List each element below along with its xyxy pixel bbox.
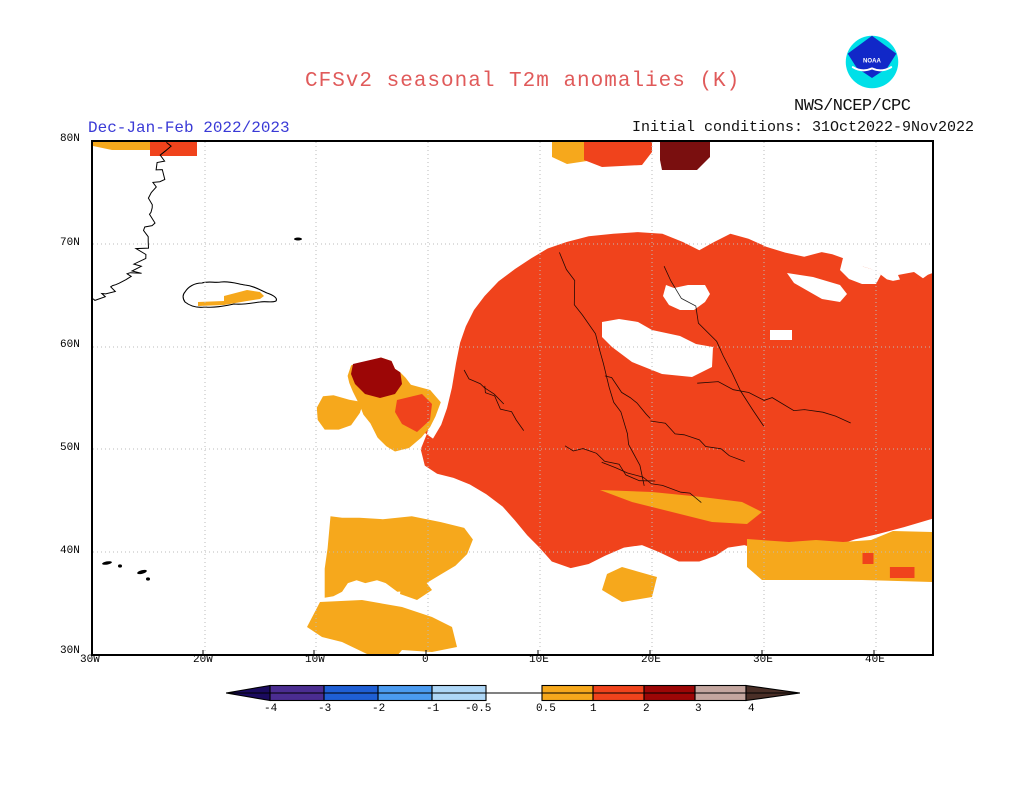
svg-text:NOAA: NOAA <box>863 58 882 65</box>
